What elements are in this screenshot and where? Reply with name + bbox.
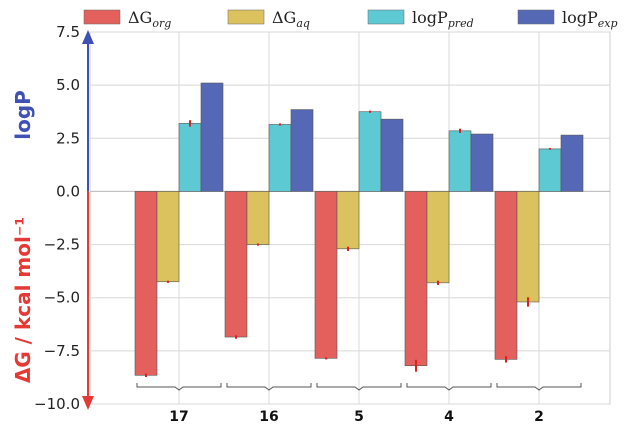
y-tick-label: −2.5: [44, 236, 80, 254]
bar: [336, 191, 360, 250]
category-label: 5: [354, 409, 364, 425]
legend-label: logPexp: [562, 8, 618, 30]
category-bracket: [316, 383, 402, 391]
bar: [494, 191, 518, 360]
y-tick-label: 7.5: [56, 23, 80, 41]
category-brackets: [136, 383, 582, 391]
bar: [516, 191, 540, 303]
bar: [178, 123, 202, 192]
y-label-dg: ΔG / kcal mol⁻¹: [11, 217, 35, 383]
legend-label-sub: aq: [296, 17, 310, 30]
bar: [448, 130, 472, 192]
bar: [560, 134, 584, 192]
bar: [380, 118, 404, 192]
legend-label-sub: pred: [448, 17, 474, 30]
bar: [134, 191, 158, 376]
y-axis-ticks: 7.5 5.0 2.5 0.0 −2.5 −5.0 −7.5 −10.0: [34, 23, 80, 413]
y-tick-label: 5.0: [56, 76, 80, 94]
category-bracket: [136, 383, 222, 391]
category-bracket: [226, 383, 312, 391]
dg-arrowhead: [82, 396, 94, 410]
legend-label: ΔGorg: [128, 8, 171, 30]
bar: [470, 133, 494, 192]
legend-label-main: ΔG: [272, 8, 296, 27]
bar: [246, 191, 270, 245]
legend-label-main: ΔG: [128, 8, 152, 27]
bar: [290, 109, 314, 192]
logp-arrowhead: [82, 30, 94, 44]
legend-swatch: [227, 9, 265, 25]
legend-label: ΔGaq: [272, 8, 310, 30]
category-label: 16: [259, 409, 278, 425]
bar: [268, 124, 292, 192]
legend-swatch: [83, 9, 121, 25]
y-tick-label: 2.5: [56, 129, 80, 147]
y-tick-label: 0.0: [56, 182, 80, 200]
y-tick-label: −7.5: [44, 342, 80, 360]
bar: [314, 191, 338, 359]
bar: [538, 148, 562, 192]
legend-label: logPpred: [412, 8, 474, 30]
x-axis-categories: 17 16 5 4 2: [169, 409, 544, 425]
y-tick-label: −10.0: [34, 395, 80, 413]
bar: [426, 191, 450, 284]
bar: [358, 111, 382, 192]
legend-label-sub: exp: [598, 17, 618, 30]
legend-label-sub: org: [152, 17, 171, 30]
bar: [200, 82, 224, 192]
bar-groups: [134, 82, 584, 378]
category-label: 4: [444, 409, 454, 425]
y-axis-labels: logP ΔG / kcal mol⁻¹: [11, 30, 94, 410]
legend-swatch: [367, 9, 405, 25]
legend: ΔGorg ΔGaq logPpred logPexp: [83, 8, 618, 30]
category-bracket: [496, 383, 582, 391]
legend-swatch: [517, 9, 555, 25]
y-label-logp: logP: [11, 90, 35, 140]
category-bracket: [406, 383, 492, 391]
y-tick-label: −5.0: [44, 289, 80, 307]
category-label: 2: [534, 409, 544, 425]
category-label: 17: [169, 409, 188, 425]
bar: [156, 191, 180, 283]
bar: [404, 191, 428, 367]
legend-label-main: logP: [412, 8, 448, 27]
bar: [224, 191, 248, 338]
legend-label-main: logP: [562, 8, 598, 27]
